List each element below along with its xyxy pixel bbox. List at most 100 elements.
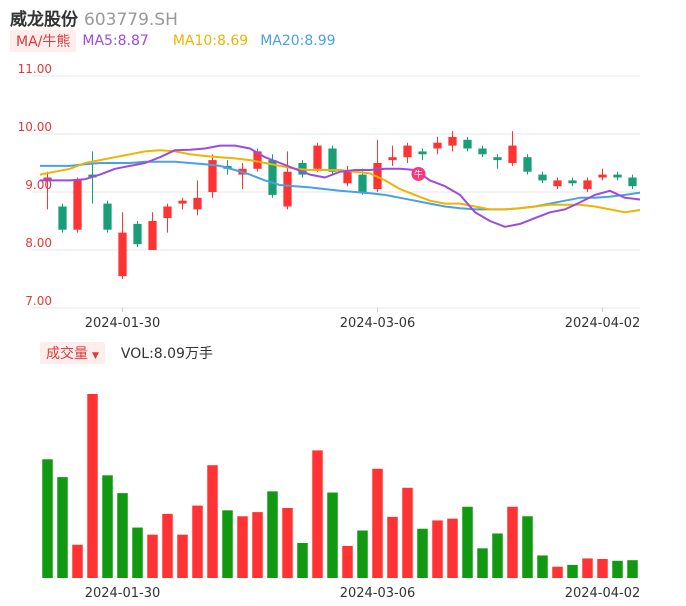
candle-body	[343, 171, 352, 184]
candle-body	[568, 180, 577, 184]
volume-bar	[297, 542, 308, 578]
volume-bar	[87, 394, 98, 578]
volume-bar	[207, 465, 218, 578]
candle-body	[478, 148, 487, 155]
candle-body	[328, 148, 337, 172]
volume-legend: 成交量 ▼ VOL:8.09万手	[40, 342, 213, 364]
candle	[448, 131, 457, 152]
ma20-line	[40, 160, 641, 211]
price-axis: 11.00 10.00 9.00 8.00 7.00	[18, 62, 52, 308]
candle	[433, 136, 442, 155]
price-tick-label: 10.00	[18, 120, 52, 134]
stock-header: 威龙股份 603779.SH	[10, 5, 178, 30]
candle	[553, 177, 562, 190]
volume-bar	[342, 545, 353, 578]
candle	[538, 171, 547, 184]
candle-body	[628, 177, 637, 187]
candle-body	[418, 151, 427, 155]
volume-bar	[42, 459, 53, 578]
volume-bar	[102, 475, 113, 578]
candle	[283, 151, 292, 210]
candle-body	[58, 206, 67, 230]
candle	[583, 177, 592, 192]
volume-date-tick-label: 2024-04-02	[565, 586, 641, 601]
candle	[133, 221, 142, 248]
volume-value: VOL:8.09万手	[120, 346, 213, 362]
bull-marker-dot	[411, 166, 426, 181]
volume-bar	[462, 506, 473, 578]
candle-body	[358, 174, 367, 192]
volume-bar	[267, 491, 278, 578]
ma5-value: MA5:8.87	[82, 33, 149, 49]
volume-date-tick-label: 2024-03-06	[340, 586, 416, 601]
volume-bar	[57, 477, 68, 578]
volume-bar	[417, 528, 428, 578]
date-tick-label: 2024-01-30	[85, 316, 161, 331]
candle	[598, 168, 607, 181]
candle-body	[553, 180, 562, 187]
volume-bar	[492, 533, 503, 578]
candle	[238, 163, 247, 190]
candle-body	[403, 145, 412, 158]
volume-bar	[552, 566, 563, 578]
ma10-line	[39, 149, 641, 214]
volume-bar	[627, 560, 638, 578]
candle-body	[613, 174, 622, 178]
candle-body	[583, 180, 592, 190]
candle	[508, 131, 517, 166]
candle	[118, 212, 127, 279]
volume-bar	[222, 510, 233, 578]
date-axis: 2024-01-30 2024-03-06 2024-04-02	[85, 308, 641, 331]
candle-body	[448, 136, 457, 146]
date-tick-label: 2024-03-06	[340, 316, 416, 331]
volume-bar	[147, 534, 158, 578]
candle	[178, 197, 187, 210]
candle	[148, 212, 157, 250]
volume-date-tick-label: 2024-01-30	[85, 586, 161, 601]
volume-bar	[312, 450, 323, 578]
candle-body	[463, 139, 472, 149]
volume-bar	[522, 516, 533, 578]
candle-body	[73, 180, 82, 230]
volume-bar	[357, 530, 368, 578]
price-tick-label: 11.00	[18, 62, 52, 76]
ma-indicator-selector[interactable]: MA/牛熊	[10, 30, 77, 52]
candle-body	[118, 232, 127, 277]
candle-body	[598, 174, 607, 178]
candle	[478, 145, 487, 158]
moving-average-lines	[39, 144, 641, 228]
volume-indicator-selector[interactable]: 成交量 ▼	[40, 342, 105, 364]
volume-bar	[612, 560, 623, 578]
candle-body	[283, 171, 292, 207]
candle-body	[523, 157, 532, 172]
volume-bar	[567, 564, 578, 578]
price-grid	[32, 75, 640, 309]
volume-bar	[72, 544, 83, 578]
volume-bar	[132, 527, 143, 578]
candle-body	[388, 157, 397, 161]
dropdown-arrow-icon: ▼	[92, 351, 99, 361]
candle	[493, 154, 502, 169]
candle-body	[538, 174, 547, 181]
date-tick-label: 2024-04-02	[565, 316, 641, 331]
stock-code: 603779.SH	[84, 10, 178, 30]
candle-body	[433, 142, 442, 149]
candle	[193, 180, 202, 216]
candle	[613, 171, 622, 181]
volume-bar	[282, 507, 293, 578]
candle	[73, 177, 82, 233]
volume-bar	[252, 512, 263, 578]
candle	[388, 145, 397, 166]
candle	[313, 142, 322, 172]
candle-body	[103, 203, 112, 230]
candle-body	[508, 145, 517, 163]
volume-bar	[537, 555, 548, 578]
candle-body	[253, 151, 262, 169]
volume-bar	[447, 518, 458, 578]
candle	[628, 174, 637, 190]
ma10-value: MA10:8.69	[172, 33, 249, 49]
candle	[103, 200, 112, 233]
candle-body	[208, 160, 217, 192]
candle-body	[178, 200, 187, 204]
